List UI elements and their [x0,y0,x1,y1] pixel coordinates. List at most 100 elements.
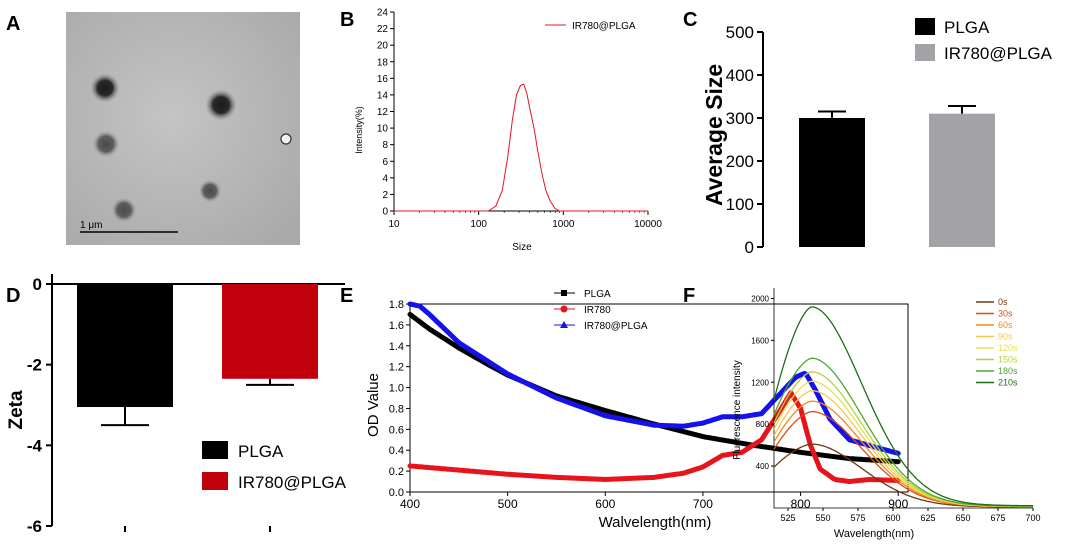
legend-label-150s: 150s [998,355,1018,365]
y-tick-label: 4 [382,173,388,184]
y-tick-label: 24 [377,8,389,19]
panel-a-micrograph: 1 μm [66,12,300,245]
bar-plga [799,118,865,247]
nanoparticle [112,198,136,222]
panel-f-fluorescence: 400 800 1200 1600 2000 525 550 575 600 625 650 675 7… [732,288,1041,540]
x-tick-label: 10 [388,219,400,230]
legend-label-plga: PLGA [584,289,611,300]
plot-frame [409,303,909,493]
legend-marker-ir780-plga [560,321,568,328]
panel-e-series-group [407,301,901,485]
panel-e-y-label: OD Value [365,373,382,437]
series-line-plga [407,311,901,465]
series-line-180s [773,357,1033,507]
x-tick-label: 525 [780,513,795,523]
legend-label-90s: 90s [998,332,1013,342]
panel-f-axes: 400 800 1200 1600 2000 525 550 575 600 625 650 675 7… [751,288,1041,523]
nanoparticle [93,131,119,157]
y-tick-label: 20 [377,41,389,52]
panel-e-absorbance: 0.0 0.2 0.4 0.6 0.8 1.0 1.2 1.4 1.6 1.8 400 500 600 7… [365,289,909,531]
legend-label-ir780-plga: IR780@PLGA [238,473,347,492]
y-tick-label: 12 [377,107,389,118]
y-tick-label: 22 [377,24,389,35]
panel-c-average-size: 0 100 200 300 400 500 PLGA IR780@PLGA Average… [701,18,1053,257]
y-tick-label: 0 [745,238,754,257]
panel-e-axes: 0.0 0.2 0.4 0.6 0.8 1.0 1.2 1.4 1.6 1.8 400 500 600 7… [389,299,909,511]
panel-c-axes: 0 100 200 300 400 500 [726,23,764,257]
y-tick-label: 1600 [751,336,769,345]
y-tick-label: 1.4 [389,341,404,353]
panel-e-legend: PLGA IR780 IR780@PLGA [554,289,648,332]
y-tick-label: 14 [377,90,389,101]
legend-label-0s: 0s [998,297,1008,307]
y-tick-label: 0.0 [389,487,404,499]
legend-label-ir780-plga: IR780@PLGA [584,321,648,332]
legend-label-120s: 120s [998,343,1018,353]
y-tick-label: 16 [377,74,389,85]
debris-particle [280,133,292,145]
x-tick-label: 600 [885,513,900,523]
x-tick-label: 1000 [552,219,575,230]
y-tick-label: 0.6 [389,424,404,436]
bar-ir780@plga [222,284,318,379]
panel-letter-b: B [340,9,354,31]
panel-d-y-label: Zeta [6,390,27,430]
bar-plga [77,284,173,408]
y-tick-label: 500 [726,23,754,42]
y-tick-label: 8 [382,140,388,151]
y-tick-label: 0.4 [389,445,404,457]
panel-letter-f: F [683,285,695,307]
panel-d-bars-group [77,284,318,427]
x-tick-label: 700 [693,497,713,511]
panel-f-x-label: Wavelength(nm) [834,528,914,540]
legend-marker-ir780 [560,305,568,313]
x-tick-label: 550 [815,513,830,523]
legend-label-plga: PLGA [238,442,284,461]
x-tick-label: 675 [990,513,1005,523]
y-tick-label: 400 [726,66,754,85]
y-tick-label: 1.2 [389,362,404,374]
legend-label-ir780-plga: IR780@PLGA [944,44,1053,63]
x-tick-label: 100 [470,219,487,230]
legend-label-180s: 180s [998,366,1018,376]
legend-label-ir780: IR780 [584,305,611,316]
y-tick-label: 1.0 [389,383,404,395]
nanoparticle [199,180,221,202]
series-line-ir780 [407,390,901,485]
scale-bar-label: 1 μm [80,220,102,231]
series-line-ir780-plga [394,83,648,212]
panel-letter-e: E [340,285,353,307]
x-tick-label: 650 [955,513,970,523]
legend-swatch-plga [202,441,228,459]
y-tick-label: 400 [756,462,770,471]
series-line-210s [773,306,1033,507]
x-tick-label: 700 [1025,513,1040,523]
panel-c-bars-group [799,104,995,247]
y-tick-label: 1.6 [389,320,404,332]
series-line-ir780-plga [407,301,901,456]
legend-marker-plga [561,290,567,296]
y-tick-label: 2000 [751,294,769,303]
y-tick-label: 2 [382,190,388,201]
panel-f-y-label: Fluorescence intensity [732,360,743,460]
y-tick-label: 800 [756,420,770,429]
panel-e-x-label: Walvelength(nm) [599,514,712,531]
x-tick-label: 600 [595,497,615,511]
legend-swatch-ir780-plga [915,44,935,61]
y-tick-label: 10 [377,124,389,135]
y-tick-label: 0 [382,207,388,218]
y-tick-label: 100 [726,195,754,214]
micrograph-background [66,12,300,245]
legend-label-60s: 60s [998,320,1013,330]
panel-f-series-group [773,306,1033,508]
y-tick-label: 0.8 [389,403,404,415]
x-tick-label: 10000 [634,219,662,230]
panel-d-zeta: 0 -2 -4 -6 PLGA IR780@PLGA Zeta [6,274,347,536]
nanoparticle [206,90,236,120]
y-tick-label: -6 [27,517,42,536]
x-tick-label: 575 [850,513,865,523]
x-tick-label: 400 [400,497,420,511]
panel-b-x-label: Size [512,242,532,253]
